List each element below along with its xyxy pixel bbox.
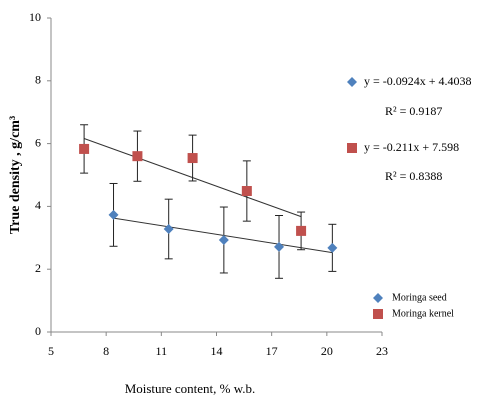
y-tick-label: 6 [35, 135, 41, 149]
point [132, 151, 143, 162]
point [241, 186, 252, 197]
point [187, 153, 198, 164]
y-tick-label: 8 [35, 73, 41, 87]
x-tick-label: 20 [321, 344, 333, 358]
y-tick-label: 10 [29, 10, 41, 24]
legend-marker [373, 293, 383, 303]
legend-marker [373, 309, 383, 319]
r-squared: R² = 0.8388 [385, 169, 442, 183]
y-tick-label: 0 [35, 324, 41, 338]
x-tick-label: 23 [376, 344, 388, 358]
x-tick-label: 11 [156, 344, 168, 358]
trendline-equation: y = -0.211x + 7.598 [364, 140, 459, 154]
legend-label: Moringa kernel [392, 308, 454, 319]
equation-marker [347, 77, 357, 87]
x-axis-label: Moisture content, % w.b. [125, 381, 256, 396]
point [163, 224, 174, 235]
point [327, 242, 338, 253]
point [79, 143, 90, 154]
y-tick-label: 2 [35, 261, 41, 275]
legend-label: Moringa seed [392, 292, 447, 303]
point [274, 241, 285, 252]
x-tick-label: 14 [211, 344, 223, 358]
x-tick-label: 5 [48, 344, 54, 358]
trendline-equation: y = -0.0924x + 4.4038 [364, 74, 472, 88]
x-tick-label: 17 [266, 344, 278, 358]
r-squared: R² = 0.9187 [385, 104, 442, 118]
point [218, 234, 229, 245]
point [108, 209, 119, 220]
x-tick-label: 8 [103, 344, 109, 358]
point [296, 225, 307, 236]
trendline [113, 217, 333, 254]
y-tick-label: 4 [35, 198, 41, 212]
y-axis-label: True density , g/cm³ [8, 116, 23, 234]
equation-marker [347, 143, 357, 153]
